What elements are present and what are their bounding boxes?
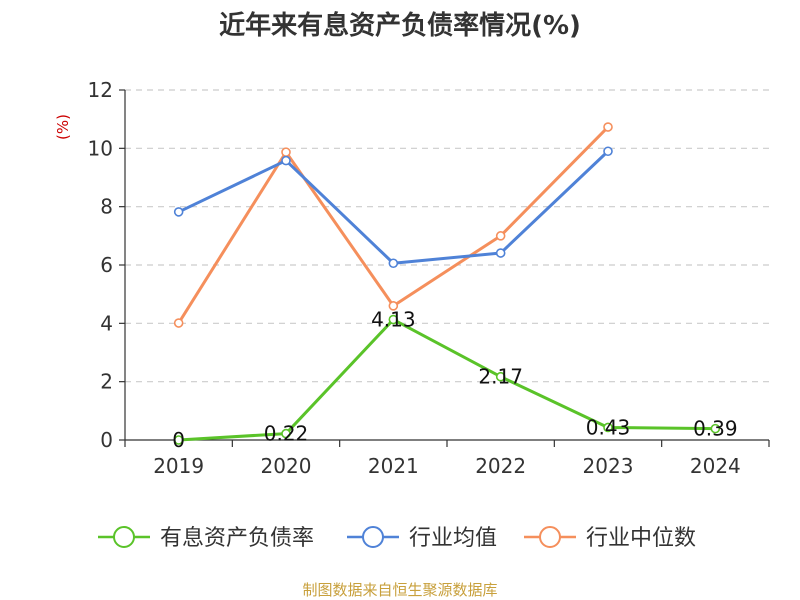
data-point	[388, 314, 399, 325]
x-tick-label: 2019	[153, 454, 204, 478]
data-point	[603, 122, 613, 132]
data-label: 2.17	[478, 365, 523, 389]
legend-marker	[362, 526, 384, 548]
y-tick-label: 2	[100, 370, 113, 394]
series-1	[173, 146, 613, 269]
series-line	[177, 125, 610, 324]
x-tick-label: 2022	[475, 454, 526, 478]
grid-lines	[125, 89, 769, 383]
data-label: 4.13	[371, 308, 416, 332]
y-tick-label: 10	[88, 136, 113, 160]
data-point	[281, 147, 291, 157]
data-point	[173, 207, 184, 217]
x-tick-label: 2024	[690, 454, 741, 478]
data-point	[173, 318, 184, 328]
legend-marker	[113, 526, 135, 548]
series-2	[173, 122, 613, 328]
data-point	[388, 301, 399, 311]
legend-item-0: 有息资产负债率	[98, 526, 314, 551]
data-point	[281, 155, 291, 166]
data-point	[495, 248, 506, 258]
y-tick-label: 8	[100, 195, 113, 219]
chart-title: 近年来有息资产负债率情况(%)	[219, 10, 581, 41]
legend-item-2: 行业中位数	[524, 526, 696, 551]
x-tick-label: 2021	[368, 454, 419, 478]
legend-label: 有息资产负债率	[160, 526, 314, 551]
data-label: 0.22	[264, 422, 309, 446]
data-point	[495, 231, 506, 241]
series-line	[178, 318, 716, 442]
x-tick-label: 2020	[261, 454, 312, 478]
y-tick-label: 12	[88, 78, 113, 102]
data-point	[495, 371, 506, 382]
data-label: 0	[172, 428, 185, 452]
series-0	[173, 314, 721, 445]
y-tick-label: 0	[100, 428, 113, 452]
source-note: 制图数据来自恒生聚源数据库	[302, 581, 497, 599]
y-axis-label: (%)	[54, 114, 72, 140]
legend-label: 行业均值	[409, 526, 497, 551]
axes: 0 2 4 6 8 10 12 2019 2020 2021 2022 2023 2024	[88, 78, 770, 478]
y-tick-label: 4	[100, 311, 113, 335]
series-layer	[173, 122, 721, 445]
data-point	[603, 146, 613, 157]
data-point	[603, 422, 613, 433]
legend-label: 行业中位数	[586, 526, 696, 551]
data-point	[281, 428, 291, 439]
y-tick-label: 6	[100, 253, 113, 277]
legend-marker	[539, 526, 561, 548]
data-label: 0.43	[586, 415, 631, 439]
x-tick-label: 2023	[583, 454, 634, 478]
legend-item-1: 行业均值	[347, 526, 497, 551]
legend: 有息资产负债率 行业均值 行业中位数	[98, 526, 696, 551]
data-point	[710, 423, 721, 434]
data-labels: 0 0.22 4.13 2.17 0.43 0.39	[172, 308, 737, 452]
data-point	[388, 258, 399, 269]
data-point	[173, 435, 184, 445]
data-label: 0.39	[693, 417, 738, 441]
